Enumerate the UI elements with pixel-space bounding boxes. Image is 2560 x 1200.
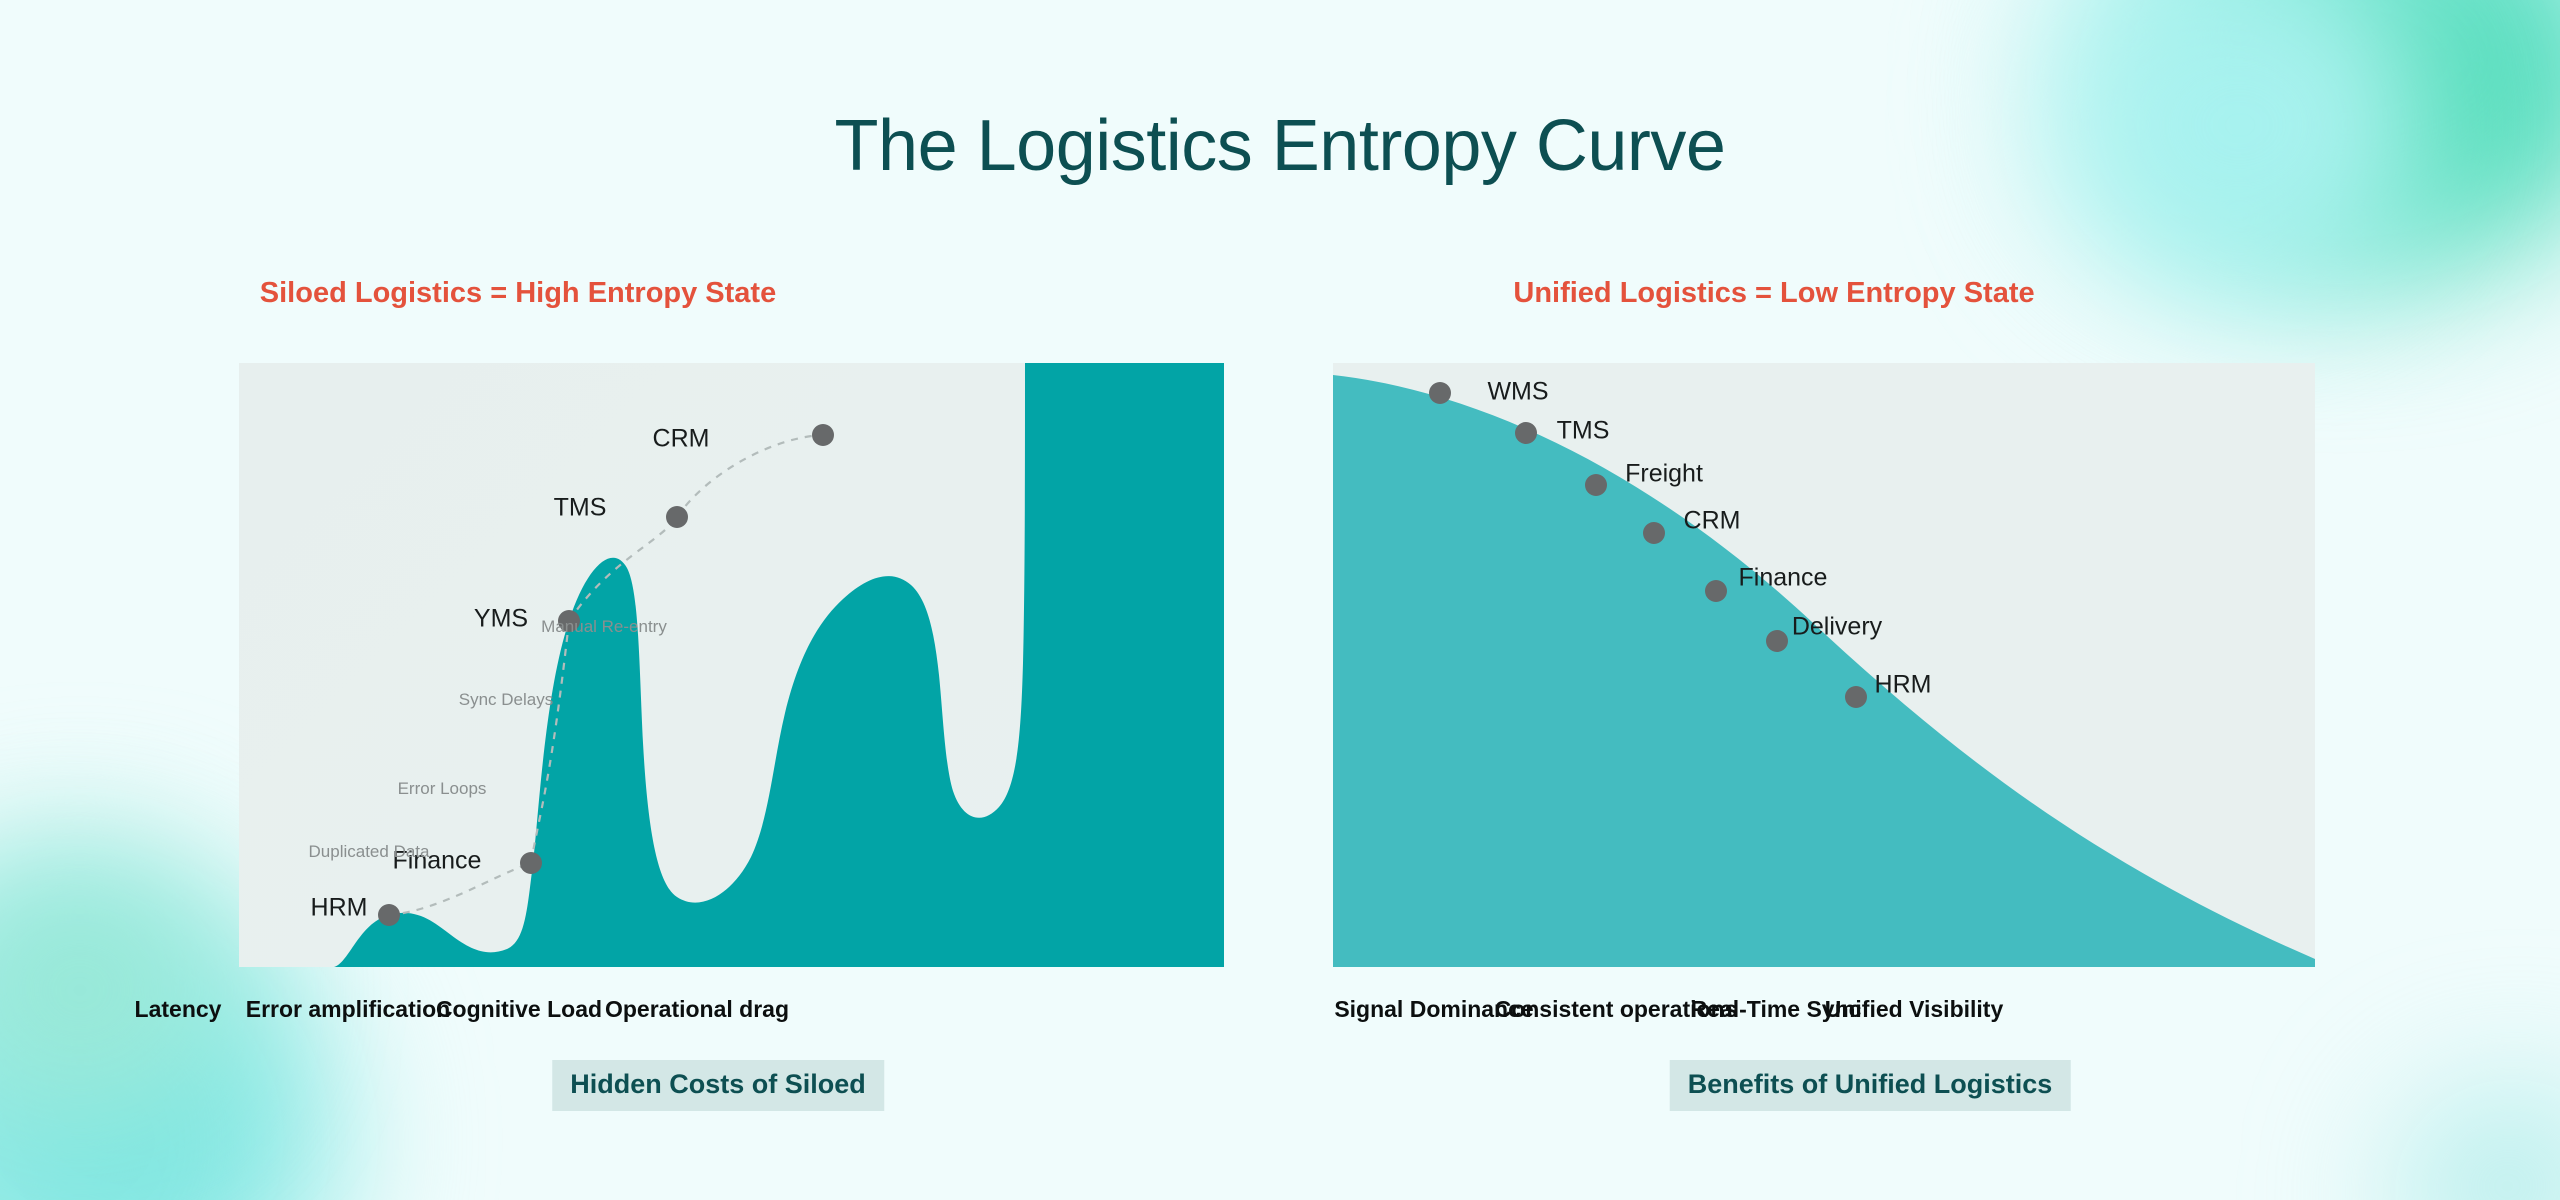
- plot-area-unified: WMS TMS Freight CRM Finance Delivery HRM: [1333, 363, 2315, 967]
- node-label-tms: TMS: [553, 493, 607, 522]
- dot-hrm[interactable]: [1845, 686, 1867, 708]
- dot-tms[interactable]: [1515, 422, 1537, 444]
- axis-tick-operational-drag: Operational drag: [604, 996, 790, 1022]
- axis-tick-unified-visibility: Unified Visibility: [1824, 996, 2004, 1022]
- unified-area-path: [1333, 375, 2315, 967]
- arc-finance-yms: [529, 620, 571, 864]
- dot-hrm[interactable]: [378, 904, 400, 926]
- dot-crm[interactable]: [1643, 522, 1665, 544]
- dot-finance[interactable]: [1705, 580, 1727, 602]
- chart-siloed-entropy: HRM Finance YMS TMS CRM Duplicated Data …: [239, 363, 1224, 967]
- arc-tms-crm: [676, 433, 824, 518]
- node-label-freight: Freight: [1625, 459, 1703, 488]
- node-label-delivery: Delivery: [1791, 612, 1883, 641]
- axis-tick-error-amplification: Error amplification: [245, 996, 451, 1022]
- flow-label-error-loops: Error Loops: [397, 779, 487, 798]
- badge-hidden-costs[interactable]: Hidden Costs of Siloed: [552, 1060, 884, 1111]
- unified-node-dots: [1429, 382, 1867, 708]
- axis-tick-real-time-sync: Real-Time Sync: [1690, 996, 1862, 1022]
- dot-delivery[interactable]: [1766, 630, 1788, 652]
- node-label-hrm: HRM: [310, 893, 368, 922]
- node-label-crm: CRM: [652, 424, 710, 453]
- dot-freight[interactable]: [1585, 474, 1607, 496]
- plot-area-siloed: HRM Finance YMS TMS CRM Duplicated Data …: [239, 363, 1224, 967]
- subtitle-unified: Unified Logistics = Low Entropy State: [1513, 277, 2035, 309]
- badge-benefits-unified[interactable]: Benefits of Unified Logistics: [1669, 1060, 2071, 1111]
- dot-yms[interactable]: [558, 610, 580, 632]
- dot-tms[interactable]: [666, 506, 688, 528]
- axis-tick-latency: Latency: [134, 996, 222, 1022]
- panel-siloed-logistics: Siloed Logistics = High Entropy State: [134, 277, 1224, 1111]
- arc-yms-tms: [568, 516, 678, 622]
- node-label-tms: TMS: [1556, 416, 1610, 445]
- panel-unified-logistics: Unified Logistics = Low Entropy State: [1280, 0, 2560, 1200]
- node-label-crm: CRM: [1683, 506, 1741, 535]
- axis-tick-cognitive-load: Cognitive Load: [435, 996, 603, 1022]
- unified-curve-svg: [1333, 375, 2315, 967]
- dot-wms[interactable]: [1429, 382, 1451, 404]
- siloed-area-path: [334, 363, 1224, 967]
- flow-label-duplicated-data: Duplicated Data: [308, 842, 430, 861]
- axis-tick-signal-dominance: Signal Dominance: [1334, 996, 1534, 1022]
- axis-tick-consistent-operations: Consistent operations: [1494, 996, 1738, 1022]
- node-label-finance: Finance: [1738, 563, 1828, 592]
- dot-crm[interactable]: [812, 424, 834, 446]
- node-label-finance: Finance: [392, 846, 482, 875]
- flow-label-sync-delays: Sync Delays: [458, 690, 554, 709]
- siloed-connector-arcs: [388, 433, 824, 917]
- arc-hrm-finance: [388, 861, 532, 917]
- flow-label-manual-reentry: Manual Re-entry: [541, 617, 667, 636]
- subtitle-siloed: Siloed Logistics = High Entropy State: [259, 277, 777, 309]
- chart-unified-entropy: WMS TMS Freight CRM Finance Delivery HRM: [1333, 363, 2315, 967]
- page-title: The Logistics Entropy Curve: [834, 106, 1726, 186]
- node-label-yms: YMS: [473, 604, 529, 633]
- dot-finance[interactable]: [520, 852, 542, 874]
- siloed-node-dots: [378, 424, 834, 926]
- node-label-hrm: HRM: [1874, 670, 1932, 699]
- siloed-curve-svg: [334, 363, 1224, 967]
- gradient-blob-top-right-inner: [2030, 0, 2450, 290]
- node-label-wms: WMS: [1487, 377, 1549, 406]
